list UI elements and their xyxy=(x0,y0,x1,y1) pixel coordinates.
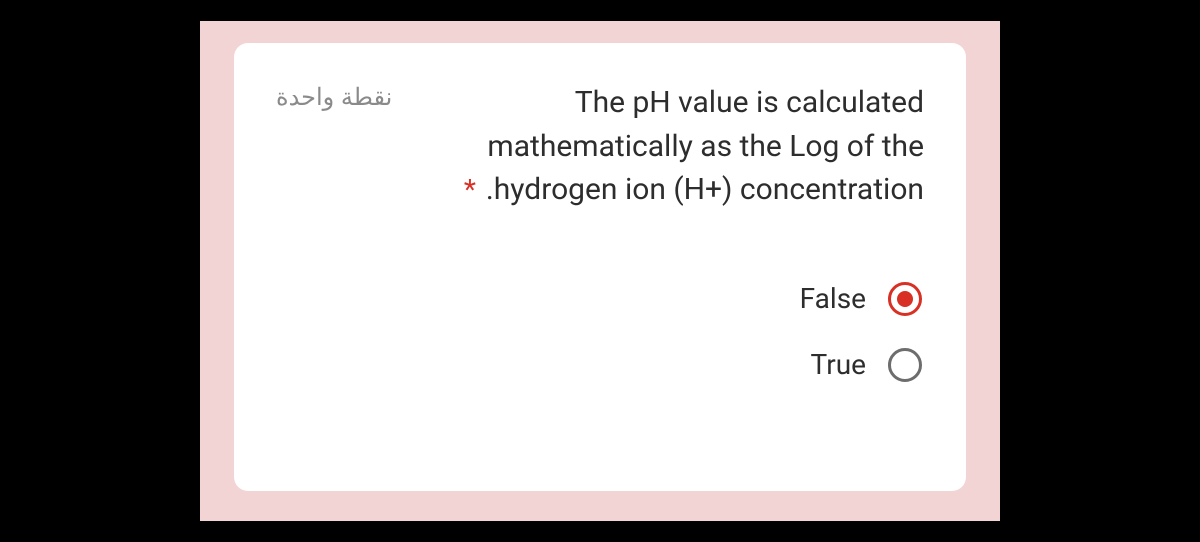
option-true[interactable]: True xyxy=(811,348,922,382)
question-header: نقطة واحدة The pH value is calculated ma… xyxy=(276,81,924,212)
form-background: نقطة واحدة The pH value is calculated ma… xyxy=(200,21,1000,521)
points-label: نقطة واحدة xyxy=(276,83,392,112)
required-star-icon: * xyxy=(464,173,476,206)
question-block: The pH value is calculated mathematicall… xyxy=(412,81,924,212)
options-group: False True xyxy=(276,282,924,382)
question-text: The pH value is calculated mathematicall… xyxy=(486,85,924,207)
option-false[interactable]: False xyxy=(800,282,922,316)
question-card: نقطة واحدة The pH value is calculated ma… xyxy=(234,43,966,491)
radio-icon[interactable] xyxy=(888,282,922,316)
option-label: True xyxy=(811,348,866,381)
radio-icon[interactable] xyxy=(888,348,922,382)
option-label: False xyxy=(800,282,866,315)
